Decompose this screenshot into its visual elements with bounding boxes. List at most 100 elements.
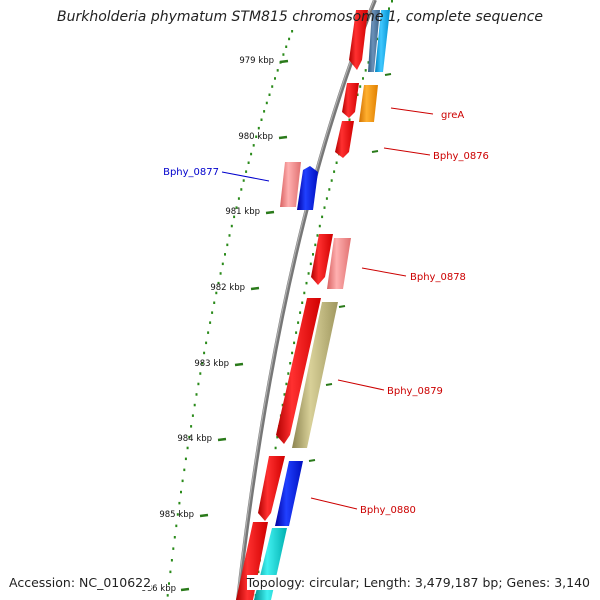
guide-dot: [265, 101, 268, 105]
guide-dot: [348, 118, 351, 121]
guide-dot: [281, 403, 284, 407]
guide-dot: [260, 118, 263, 121]
guide-dot: [356, 93, 359, 96]
guide-dot: [307, 272, 310, 275]
label-bphy-0878: Bphy_0878: [410, 272, 466, 283]
guide-dot: [224, 253, 226, 256]
guide-dot: [299, 311, 302, 314]
guide-dot: [240, 188, 243, 191]
guide-dot: [297, 321, 300, 324]
cds-bottom-red: [236, 522, 268, 600]
guide-dot: [318, 224, 321, 228]
guide-dot: [176, 513, 179, 516]
cds-bphy-0880-red: [258, 456, 285, 521]
label-leaders: [221, 107, 434, 510]
guide-dot: [303, 291, 306, 295]
cds-bphy-0879: [292, 302, 338, 448]
guide-dot: [215, 291, 218, 295]
kbp-tick-984: 984 kbp: [177, 434, 227, 444]
guide-dot: [388, 7, 390, 10]
guide-dot: [178, 501, 181, 505]
accession-label: Accession: NC_010622: [9, 575, 152, 590]
guide-dot: [271, 85, 274, 88]
guide-dot: [213, 301, 216, 304]
cds-bphy-0877-pink: [280, 162, 301, 207]
guide-dot: [170, 559, 173, 562]
cds-top-red: [349, 10, 368, 70]
guide-dot: [186, 446, 189, 450]
guide-dot: [274, 446, 277, 450]
cds-top-steel: [368, 10, 380, 72]
guide-dot: [333, 170, 336, 173]
guide-dot: [293, 341, 296, 345]
guide-dot: [180, 490, 182, 494]
kbp-tick-983: 983 kbp: [194, 359, 244, 369]
tick-label-985: 985 kbp: [159, 510, 194, 520]
backbone: [236, 0, 377, 600]
tick-label-980: 980 kbp: [238, 132, 273, 142]
guide-dot: [173, 536, 176, 539]
kbp-tick-986: 986 kbp: [141, 584, 190, 594]
guide-dot: [166, 594, 169, 597]
guide-dot: [335, 161, 338, 164]
guide-dot: [295, 331, 298, 334]
guide-dot: [288, 37, 291, 41]
guide-dot: [309, 262, 312, 266]
guide-dot: [276, 435, 279, 439]
tick-label-986: 986 kbp: [141, 584, 176, 594]
guide-dot: [191, 414, 194, 417]
cds-bphy-0879-red: [276, 298, 321, 444]
guide-dot: [321, 215, 324, 219]
guide-dot: [221, 262, 224, 266]
guide-dot: [211, 311, 214, 314]
guide-dot: [274, 77, 276, 80]
label-bphy-0876: Bphy_0876: [433, 151, 489, 162]
kbp-tick-980: 980 kbp: [238, 132, 288, 142]
label-bphy-0879: Bphy_0879: [387, 386, 443, 397]
guide-dot: [323, 206, 326, 209]
guide-dot: [325, 197, 328, 200]
guide-dot: [263, 110, 266, 113]
guide-dot: [233, 215, 236, 219]
kbp-tick-979: 979 kbp: [239, 56, 289, 66]
guide-dot: [203, 351, 206, 355]
cds-greA-red: [342, 83, 359, 118]
guide-dot: [201, 362, 204, 365]
guide-dot: [169, 570, 172, 574]
guide-dot: [257, 126, 260, 130]
guide-dot: [183, 468, 186, 472]
guide-dot: [289, 362, 292, 365]
guide-dot: [367, 61, 370, 64]
guide-dot: [195, 393, 198, 396]
guide-dot: [175, 524, 178, 528]
guide-dot: [207, 331, 210, 334]
tick-label-983: 983 kbp: [194, 359, 229, 369]
label-bphy-0880: Bphy_0880: [360, 505, 416, 516]
guide-dot: [172, 547, 175, 550]
label-bphy-0877: Bphy_0877: [163, 167, 219, 178]
guide-dot: [205, 341, 208, 345]
guide-dot: [250, 152, 253, 156]
guide-dot: [291, 351, 294, 355]
guide-dot: [219, 272, 222, 275]
cds-bphy-0877: [297, 166, 318, 210]
guide-dot: [226, 243, 229, 247]
cds-bphy-0876: [335, 121, 354, 158]
guide-dot: [328, 188, 331, 191]
guide-dot: [168, 582, 170, 585]
guide-dot: [391, 0, 393, 3]
map-title: Burkholderia phymatum STM815 chromosome …: [56, 9, 543, 25]
guide-dot: [247, 161, 250, 164]
guide-dot: [255, 135, 258, 138]
guide-dot: [362, 77, 364, 80]
guide-dot: [230, 224, 233, 228]
guide-dot: [245, 170, 248, 173]
guide-dot: [235, 206, 238, 209]
guide-dot: [283, 393, 286, 396]
tick-label-984: 984 kbp: [177, 434, 212, 444]
guide-dot: [252, 144, 255, 147]
tick-label-981: 981 kbp: [225, 207, 260, 217]
guide-dot: [285, 382, 288, 386]
cds-bphy-0878: [327, 238, 351, 289]
